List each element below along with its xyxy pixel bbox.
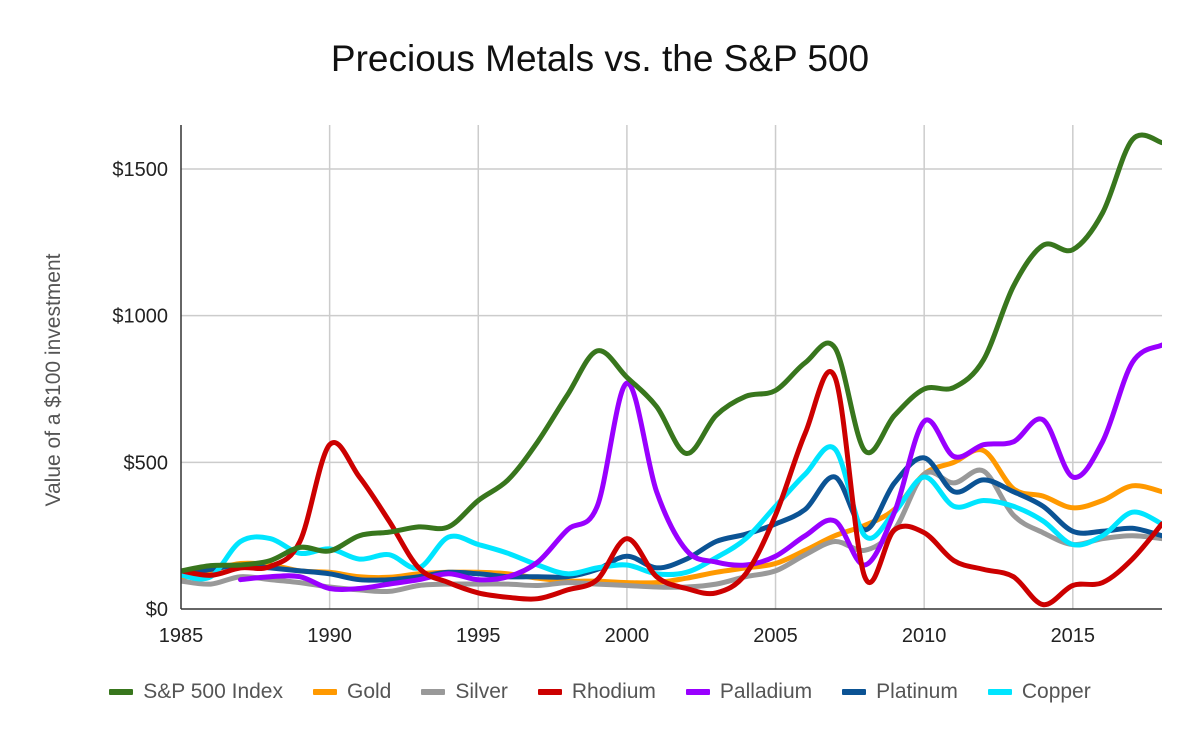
series-line-platinum: [181, 455, 1162, 583]
legend-item: Platinum: [842, 680, 958, 704]
x-tick-label: 1995: [456, 625, 501, 647]
legend-swatch: [685, 689, 710, 695]
x-tick-label: 2015: [1051, 625, 1096, 647]
legend-label: Rhodium: [571, 680, 656, 703]
legend-swatch: [537, 689, 562, 695]
y-axis-label: Value of a $100 investment: [42, 253, 65, 506]
legend-item: Gold: [313, 680, 391, 704]
legend-item: Copper: [987, 680, 1091, 704]
x-tick-label: 2010: [902, 625, 947, 647]
legend-label: Platinum: [876, 680, 958, 703]
legend-swatch: [987, 689, 1012, 695]
series-lines: [181, 132, 1162, 608]
series-line-s-p-500-index: [181, 132, 1162, 574]
y-tick-label: $1500: [112, 159, 168, 181]
y-tick-label: $500: [124, 452, 169, 474]
legend-label: Copper: [1021, 680, 1091, 703]
chart-title: Precious Metals vs. the S&P 500: [330, 38, 870, 79]
legend-label: S&P 500 Index: [143, 680, 283, 703]
series-line-palladium: [238, 342, 1162, 593]
legend-swatch: [109, 689, 134, 695]
x-tick-label: 1990: [307, 625, 352, 647]
legend-label: Silver: [455, 680, 508, 703]
legend-label: Palladium: [719, 680, 813, 703]
axes: $0 $500 $1000 $1500 1985 1990 1995 2000 2005 2010…: [112, 125, 1162, 647]
legend-label: Gold: [347, 680, 392, 703]
x-tick-label: 1985: [159, 625, 204, 647]
legend-item: Silver: [421, 680, 508, 704]
y-tick-label: $1000: [112, 306, 168, 328]
grid-lines: [181, 125, 1162, 609]
x-tick-label: 2000: [605, 625, 650, 647]
x-tick-label: 2005: [753, 625, 798, 647]
legend-item: S&P 500 Index: [109, 680, 283, 704]
legend: S&P 500 Index Gold Silver Rhodium Palladium P…: [0, 678, 1200, 706]
series-line-copper: [181, 444, 1162, 582]
legend-swatch: [842, 689, 867, 695]
legend-item: Rhodium: [537, 680, 656, 704]
legend-swatch: [313, 689, 337, 695]
series-line-rhodium: [181, 369, 1162, 608]
y-tick-label: $0: [146, 599, 168, 621]
legend-swatch: [421, 689, 446, 695]
legend-item: Palladium: [685, 680, 813, 704]
